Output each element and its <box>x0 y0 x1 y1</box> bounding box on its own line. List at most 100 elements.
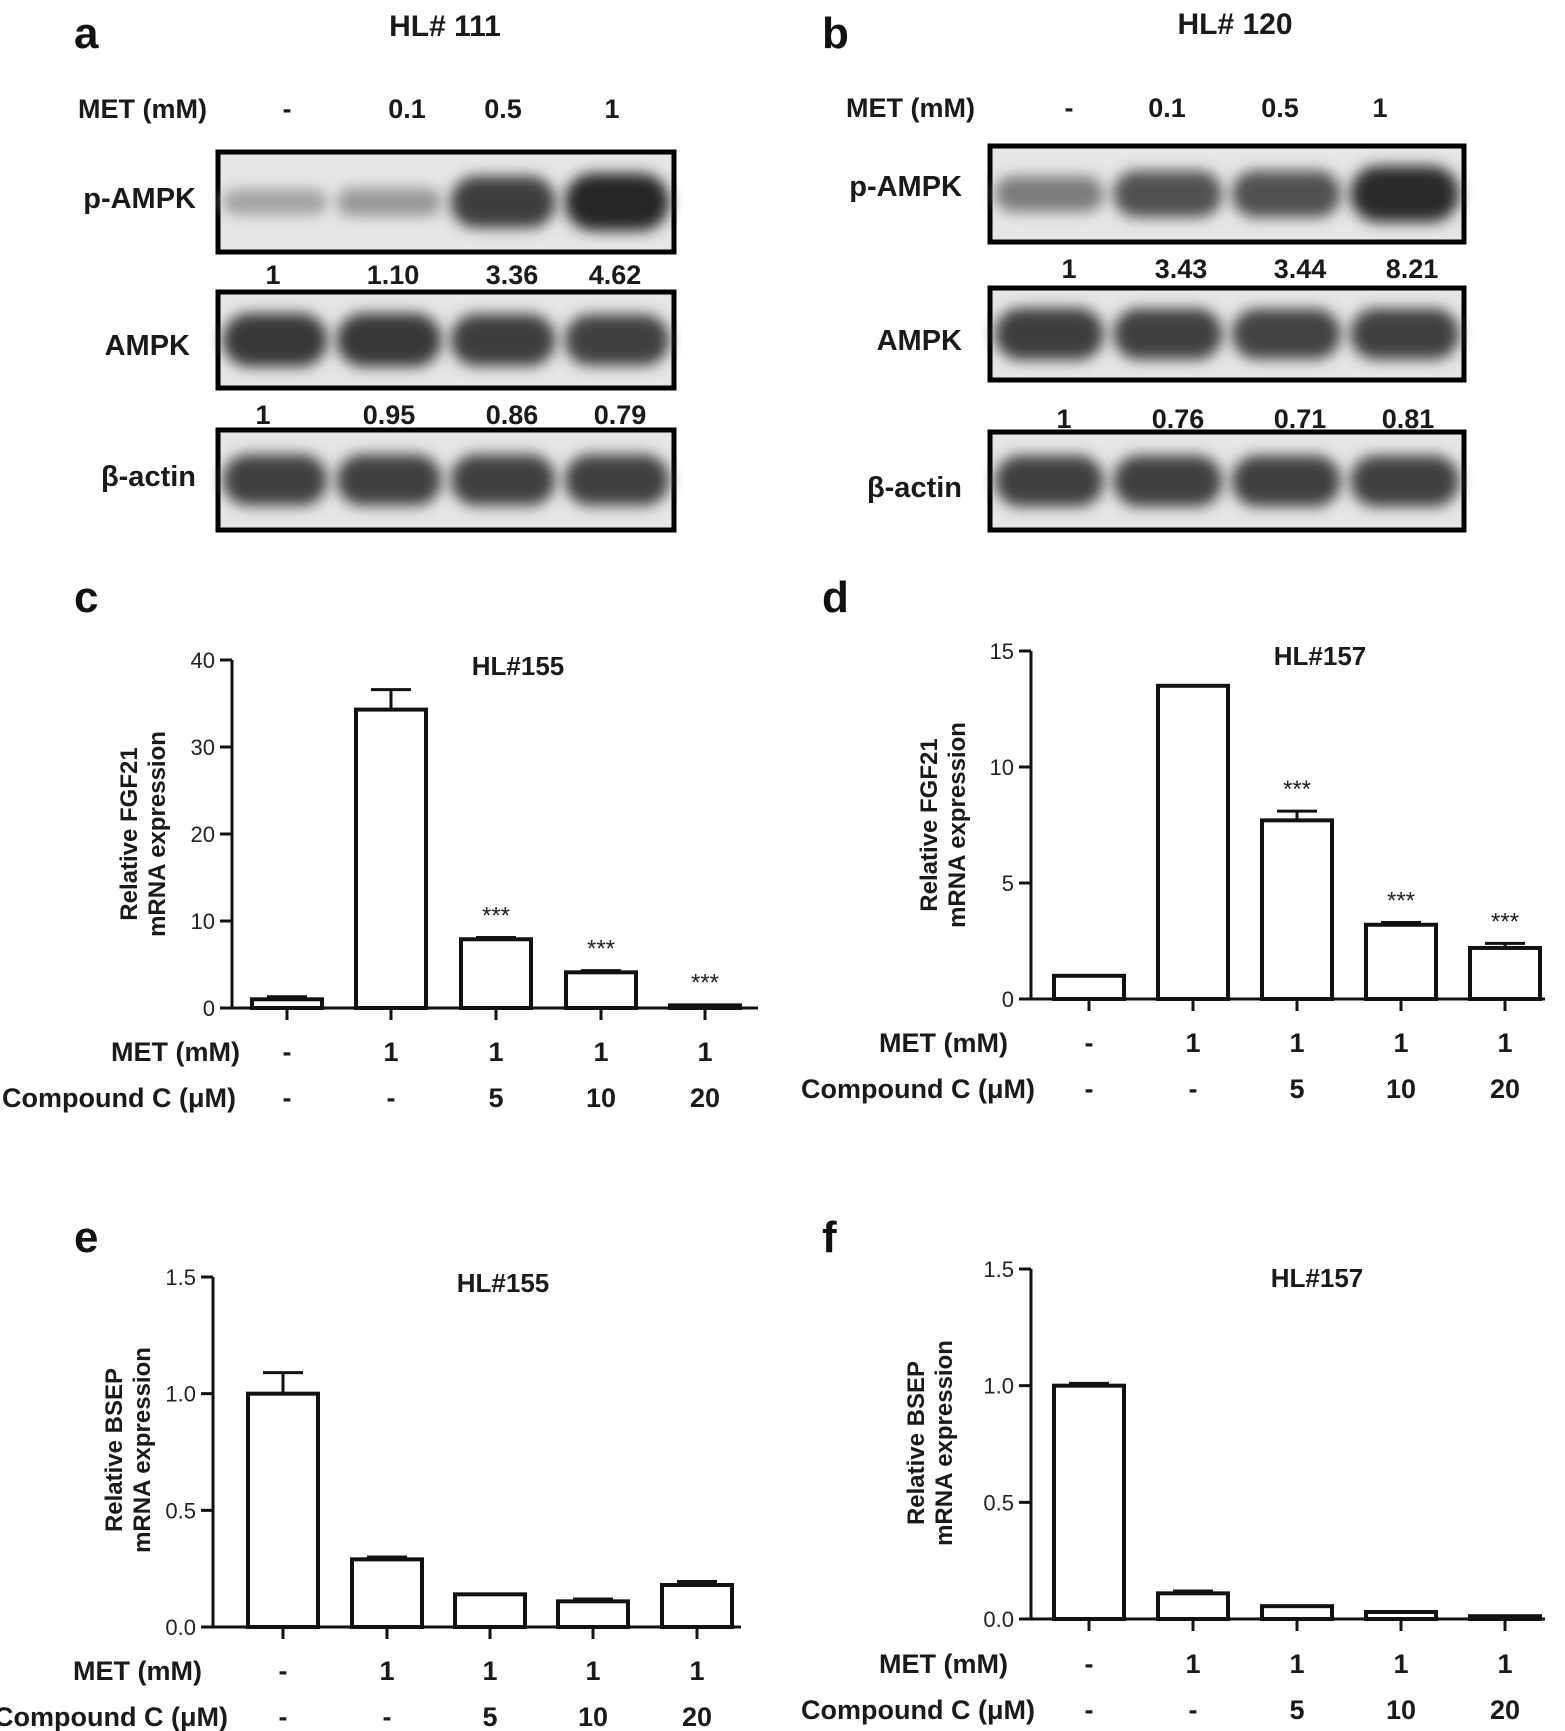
y-tick-label: 0.0 <box>983 1607 1014 1632</box>
bar <box>453 1592 527 1630</box>
panel-label-c: c <box>74 573 98 622</box>
y-axis-label: mRNA expression <box>944 722 971 928</box>
y-tick-label: 0 <box>203 996 215 1021</box>
chart-title: HL#157 <box>1274 641 1367 671</box>
y-axis-label: Relative FGF21 <box>116 747 143 920</box>
blot-band <box>336 313 442 367</box>
densitometry-value: 1 <box>255 400 270 430</box>
compound-c-value: 10 <box>1386 1695 1416 1725</box>
met-row-label: MET (mM) <box>73 1656 202 1686</box>
dose-value: 0.1 <box>388 94 426 124</box>
bar <box>668 1003 742 1011</box>
bar <box>1468 945 1542 1002</box>
blot-row-label: β-actin <box>101 461 196 493</box>
bar-chart-e: HL#155 0.0 0.5 1.0 1.5 Relative BSEP mRNA expr… <box>0 1265 741 1731</box>
blot-band <box>1113 455 1223 507</box>
panel-label-b: b <box>822 9 849 58</box>
blot-band <box>1350 165 1460 223</box>
met-value: 1 <box>482 1656 497 1686</box>
y-tick-label: 0.5 <box>165 1498 196 1523</box>
bar <box>354 707 428 1011</box>
bar-chart-c: HL#155 0 10 20 30 40 Relative FGF21 mRNA expres… <box>2 648 758 1113</box>
compound-c-value: - <box>279 1702 288 1731</box>
densitometry-value: 1 <box>1061 254 1076 284</box>
densitometry-value: 0.76 <box>1152 404 1205 434</box>
densitometry-value: 0.86 <box>486 400 539 430</box>
compound-c-row-label: Compound C (μM) <box>2 1083 236 1113</box>
bar <box>1364 1610 1438 1621</box>
densitometry-value: 1.10 <box>367 260 420 290</box>
compound-c-value: - <box>383 1702 392 1731</box>
blot-row-label: p-AMPK <box>83 183 196 215</box>
panel-label-d: d <box>822 573 849 622</box>
panel-label-f: f <box>822 1213 837 1262</box>
y-tick-label: 1.0 <box>983 1374 1014 1399</box>
y-axis-label: mRNA expression <box>129 1347 156 1553</box>
dose-label: MET (mM) <box>846 93 975 123</box>
compound-c-value: - <box>283 1083 292 1113</box>
y-axis-label: mRNA expression <box>144 731 171 937</box>
densitometry-value: 3.44 <box>1274 254 1327 284</box>
significance-mark: *** <box>1491 908 1519 935</box>
y-tick-label: 30 <box>191 735 215 760</box>
blot-band <box>1350 455 1460 507</box>
blot-row-label: AMPK <box>105 330 190 362</box>
blot-row-label: β-actin <box>867 472 962 504</box>
met-value: 1 <box>1289 1028 1304 1058</box>
compound-c-value: 5 <box>488 1083 503 1113</box>
blot-band <box>450 175 556 229</box>
met-value: 1 <box>1497 1649 1512 1679</box>
compound-c-value: - <box>1085 1695 1094 1725</box>
dose-label: MET (mM) <box>78 94 207 124</box>
blot-band <box>994 307 1104 361</box>
compound-c-value: 5 <box>482 1702 497 1731</box>
significance-mark: *** <box>691 970 719 997</box>
y-axis-label: mRNA expression <box>931 1340 958 1546</box>
blot-band <box>222 454 328 506</box>
met-row-label: MET (mM) <box>879 1649 1008 1679</box>
bar <box>1260 818 1334 1001</box>
compound-c-value: 20 <box>690 1083 720 1113</box>
met-value: 1 <box>689 1656 704 1686</box>
y-tick-label: 1.5 <box>983 1257 1014 1282</box>
chart-title: HL#155 <box>457 1268 550 1298</box>
bar <box>1468 1614 1542 1621</box>
compound-c-value: 20 <box>682 1702 712 1731</box>
met-value: 1 <box>1185 1028 1200 1058</box>
densitometry-value: 0.79 <box>594 400 647 430</box>
chart-title: HL#155 <box>472 651 565 681</box>
blot-panel-a: HL# 111 MET (mM) - 0.1 0.5 1 p-AMPK AMPK β-actin… <box>78 10 677 533</box>
panel-label-a: a <box>74 9 99 58</box>
y-tick-label: 0.5 <box>983 1490 1014 1515</box>
densitometry-value: 0.71 <box>1274 404 1327 434</box>
compound-c-value: - <box>1189 1074 1198 1104</box>
met-value: 1 <box>585 1656 600 1686</box>
compound-c-value: 5 <box>1289 1695 1304 1725</box>
blot-title: HL# 120 <box>1177 8 1292 41</box>
blot-band <box>1350 308 1460 360</box>
compound-c-value: - <box>387 1083 396 1113</box>
dose-value: 0.1 <box>1148 93 1186 123</box>
blot-band <box>1113 170 1223 218</box>
dose-value: - <box>283 94 292 124</box>
compound-c-value: 10 <box>578 1702 608 1731</box>
bar <box>1156 683 1230 1001</box>
met-value: 1 <box>383 1037 398 1067</box>
bar <box>1364 922 1438 1002</box>
blot-band <box>222 313 328 367</box>
y-axis-label: Relative BSEP <box>101 1368 128 1532</box>
y-tick-label: 0.0 <box>165 1615 196 1640</box>
y-tick-label: 15 <box>990 639 1014 664</box>
met-value: 1 <box>1185 1649 1200 1679</box>
bar <box>350 1557 424 1630</box>
y-tick-label: 40 <box>191 648 215 673</box>
significance-mark: *** <box>1387 887 1415 914</box>
y-tick-label: 1.0 <box>165 1382 196 1407</box>
chart-title: HL#157 <box>1271 1263 1364 1293</box>
y-tick-label: 10 <box>990 755 1014 780</box>
dose-value: - <box>1065 93 1074 123</box>
bar <box>1156 1591 1230 1622</box>
blot-band <box>564 454 670 506</box>
densitometry-value: 0.81 <box>1382 404 1435 434</box>
